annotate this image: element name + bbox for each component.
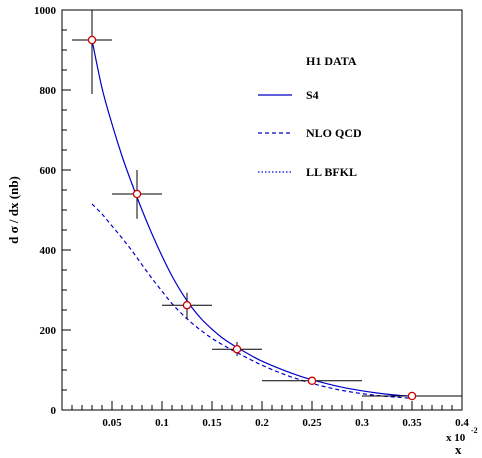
y-tick-label: 600: [40, 165, 57, 177]
x-axis-label: x: [455, 442, 462, 457]
x-tick-label: 0.15: [202, 417, 222, 429]
x-tick-label: 0.1: [155, 417, 169, 429]
data-point: [162, 292, 212, 319]
y-tick-label: 400: [40, 245, 57, 257]
x-tick-label: 0.2: [255, 417, 269, 429]
y-axis: 0 200 400 600 800 1000: [34, 5, 71, 417]
legend-label: S4: [306, 88, 319, 102]
y-tick-label: 0: [51, 405, 57, 417]
series-line-s4: [91, 39, 413, 397]
data-marker: [232, 344, 242, 354]
x-tick-label: 0.35: [402, 417, 422, 429]
curves: [91, 39, 413, 399]
y-tick-label: 800: [40, 85, 57, 97]
data-point: [112, 170, 162, 219]
legend-label: LL BFKL: [306, 165, 357, 179]
y-tick-label: 1000: [34, 5, 57, 17]
x-axis: 0.05 0.1 0.15 0.2 0.25 0.3 0.35 0.4: [71, 401, 469, 429]
legend-label: NLO QCD: [306, 126, 362, 140]
data-point: [212, 342, 262, 356]
plot-border: [61, 9, 463, 411]
data-marker: [407, 391, 417, 401]
data-points: [72, 10, 462, 401]
legend: H1 DATA S4 NLO QCD LL BFKL: [258, 54, 362, 179]
data-point: [362, 391, 462, 401]
series-line-nlo-qcd: [91, 203, 413, 399]
x-axis-multiplier-exponent: -2: [471, 426, 478, 435]
data-marker: [307, 376, 317, 386]
legend-label: H1 DATA: [306, 54, 357, 68]
data-marker: [182, 300, 192, 310]
data-point: [262, 376, 362, 386]
y-axis-label: d σ / dx (nb): [6, 176, 21, 244]
x-axis-multiplier: x 10: [446, 432, 466, 444]
data-marker: [87, 35, 97, 45]
plot-frame: [61, 9, 463, 411]
x-tick-label: 0.25: [302, 417, 322, 429]
data-point: [72, 10, 112, 94]
x-tick-label: 0.05: [102, 417, 122, 429]
y-tick-label: 200: [40, 325, 57, 337]
x-tick-label: 0.3: [355, 417, 369, 429]
data-marker: [132, 189, 142, 199]
x-tick-label: 0.4: [455, 417, 469, 429]
